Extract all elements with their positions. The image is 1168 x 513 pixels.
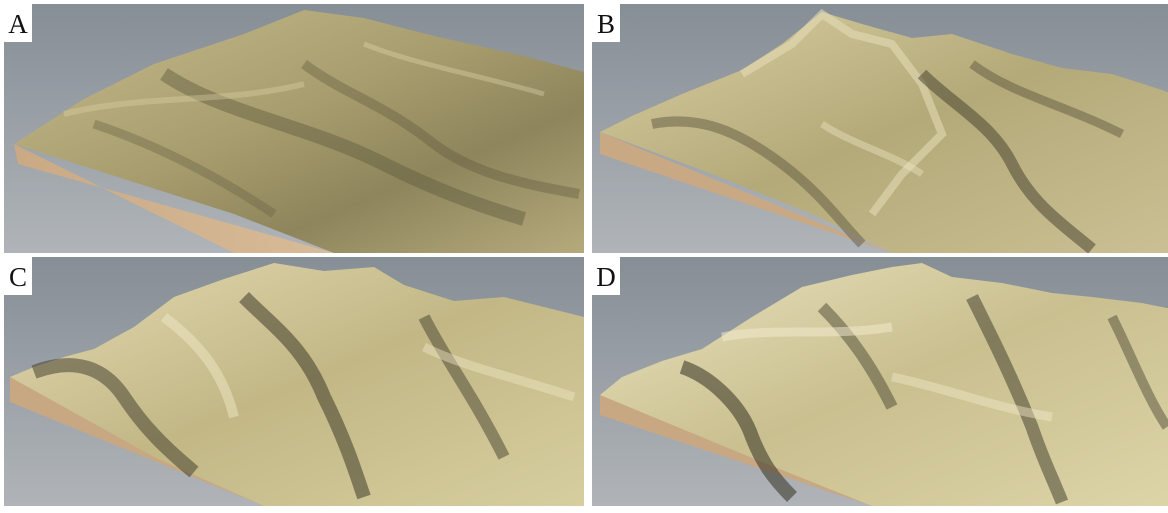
panel-label-d: D bbox=[592, 257, 620, 295]
terrain-render-a bbox=[4, 4, 584, 253]
terrain-panel-c: C bbox=[4, 257, 584, 506]
terrain-figure-grid: A B bbox=[4, 4, 1168, 510]
panel-label-a: A bbox=[4, 4, 32, 42]
terrain-render-b bbox=[592, 4, 1168, 253]
terrain-render-c bbox=[4, 257, 584, 506]
terrain-panel-a: A bbox=[4, 4, 584, 253]
panel-label-c: C bbox=[4, 257, 32, 295]
terrain-panel-d: D bbox=[592, 257, 1168, 506]
terrain-render-d bbox=[592, 257, 1168, 506]
terrain-panel-b: B bbox=[592, 4, 1168, 253]
panel-label-b: B bbox=[592, 4, 620, 42]
